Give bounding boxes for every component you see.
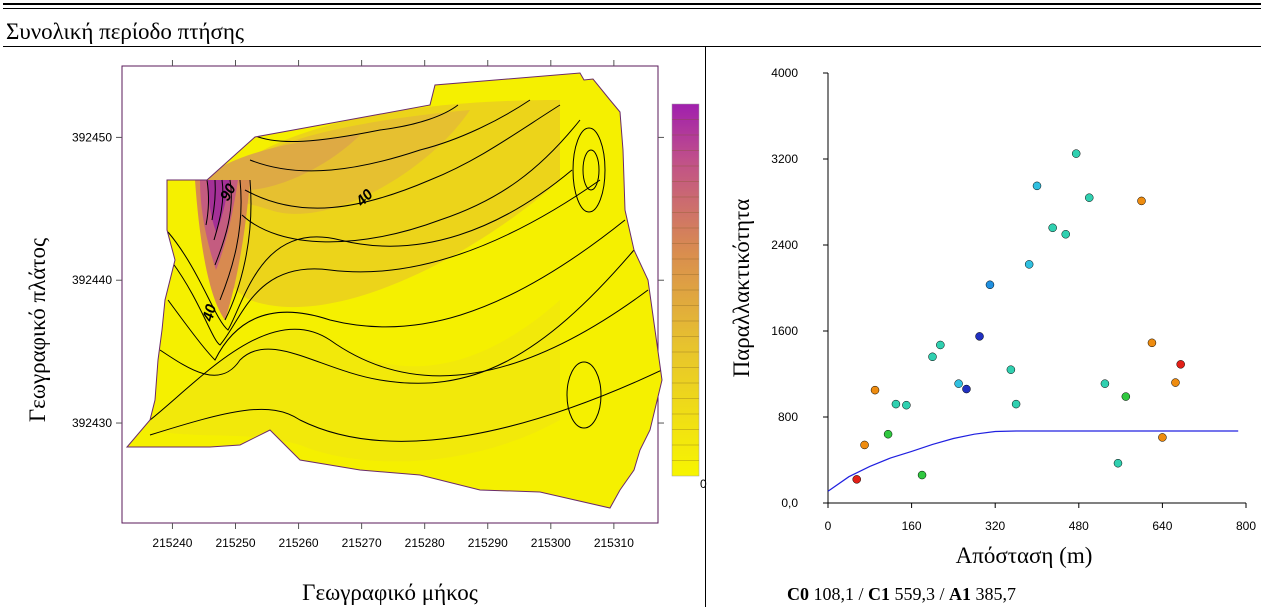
- page-title: Συνολική περίοδο πτήσης: [6, 19, 245, 44]
- data-point: [883, 429, 893, 439]
- data-point: [1048, 223, 1057, 233]
- x-tick-label: 215300: [531, 536, 571, 550]
- data-point: [1176, 360, 1185, 369]
- header-rule: [3, 46, 1261, 47]
- data-point: [917, 470, 927, 480]
- data-point: [1085, 193, 1094, 202]
- data-point: [1171, 378, 1180, 387]
- y-tick-label: 2400: [771, 238, 798, 252]
- x-tick-label: 215260: [279, 536, 319, 550]
- variogram-y-ticks: 0,0 800 1600 2400 3200 4000: [771, 66, 828, 510]
- data-point: [1061, 230, 1070, 239]
- variogram-model-line: [827, 430, 1239, 492]
- data-point: [891, 399, 901, 409]
- separator: /: [939, 584, 945, 604]
- x-tick-label: 160: [902, 519, 922, 533]
- top-double-rule-1: [3, 3, 1261, 5]
- colorbar: 0: [671, 103, 707, 491]
- data-point: [1158, 433, 1167, 442]
- data-point: [1032, 181, 1042, 191]
- y-tick-label: 392430: [72, 416, 112, 430]
- c0-label: C0: [787, 584, 809, 604]
- contour-lines: [149, 99, 662, 442]
- variogram-x-axis-title: Απόσταση (m): [956, 543, 1093, 568]
- x-tick-label: 215310: [594, 536, 634, 550]
- data-point: [860, 440, 869, 450]
- x-tick-label: 800: [1236, 519, 1256, 533]
- variogram-points: [852, 149, 1185, 484]
- variogram-x-ticks: 0 160 320 480 640 800: [825, 503, 1256, 533]
- data-point: [1147, 338, 1157, 348]
- colorbar-steps: [672, 119, 699, 461]
- x-tick-label: 480: [1069, 519, 1089, 533]
- contour-y-ticks: 392450 392440 392430: [72, 130, 664, 430]
- c1-label: C1: [868, 584, 891, 604]
- data-point: [1137, 196, 1146, 206]
- y-tick-label: 3200: [771, 152, 798, 166]
- x-tick-label: 215240: [152, 536, 192, 550]
- study-area-outline: [125, 72, 663, 509]
- variogram-y-axis-title: Παραλλακτικότητα: [729, 199, 754, 378]
- c1-value: 559,3: [894, 584, 936, 604]
- a1-label: A1: [949, 584, 972, 604]
- c0-value: 108,1: [813, 584, 855, 604]
- contour-label: 40: [199, 302, 220, 324]
- data-point: [936, 340, 945, 350]
- data-point: [954, 379, 963, 388]
- data-point: [962, 384, 971, 394]
- data-point: [1006, 365, 1016, 374]
- contour-x-axis-title: Γεωγραφικό μήκος: [302, 580, 478, 605]
- y-tick-label: 392450: [72, 130, 112, 144]
- panel-divider: [705, 46, 706, 607]
- data-point: [1121, 392, 1131, 401]
- x-tick-label: 215290: [468, 536, 508, 550]
- data-point: [985, 280, 995, 290]
- y-tick-label: 800: [778, 410, 798, 424]
- data-point: [928, 352, 937, 362]
- y-tick-label: 0,0: [781, 496, 798, 510]
- x-tick-label: 640: [1152, 519, 1172, 533]
- contour-x-ticks: 215240 215250 215260 215270 215280 215290 2153…: [152, 60, 634, 550]
- data-point: [870, 385, 880, 395]
- x-tick-label: 320: [985, 519, 1005, 533]
- data-point: [1024, 260, 1034, 269]
- x-tick-label: 215280: [405, 536, 445, 550]
- contour-y-axis-title: Γεωγραφικό πλάτος: [25, 238, 50, 422]
- colorbar-label: 0: [700, 477, 707, 491]
- data-point: [975, 332, 984, 341]
- data-point: [902, 400, 911, 410]
- x-tick-label: 215270: [342, 536, 382, 550]
- model-parameters-caption: C0 108,1 / C1 559,3 / A1 385,7: [787, 583, 1016, 605]
- data-point: [852, 475, 861, 484]
- x-tick-label: 0: [825, 519, 832, 533]
- data-point: [1113, 458, 1123, 468]
- x-tick-label: 215250: [215, 536, 255, 550]
- data-point: [1071, 149, 1081, 158]
- data-point: [1100, 379, 1110, 388]
- contour-chart: 90 40 40 0 215240 215250 215260 215270 21528…: [25, 60, 707, 605]
- y-tick-label: 4000: [771, 66, 798, 80]
- a1-value: 385,7: [975, 584, 1017, 604]
- variogram-chart: 0 160 320 480 640 800 0,08001600240032004000 …: [729, 66, 1256, 568]
- top-double-rule-2: [3, 8, 1261, 9]
- y-tick-label: 1600: [771, 324, 798, 338]
- separator: /: [858, 584, 864, 604]
- y-tick-label: 392440: [72, 273, 112, 287]
- contour-label: 90: [217, 180, 240, 204]
- data-point: [1011, 399, 1021, 409]
